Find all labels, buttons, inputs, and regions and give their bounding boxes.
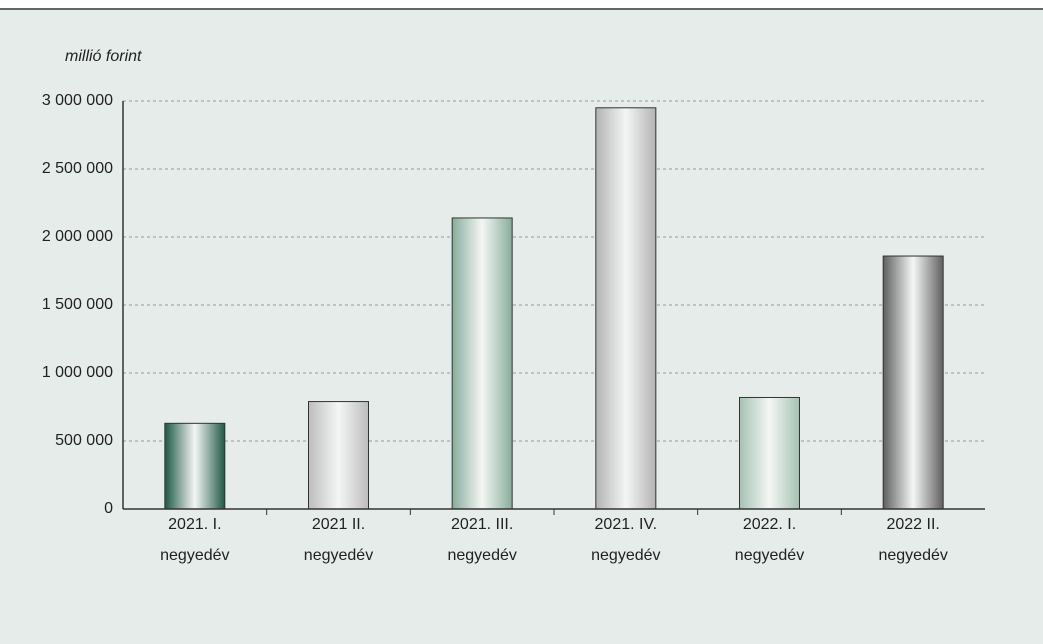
x-tick-label: 2022 II. negyedév <box>878 516 947 564</box>
y-tick-label: 2 000 000 <box>42 228 113 245</box>
y-tick-label: 1 500 000 <box>42 296 113 313</box>
x-tick-label: 2021. IV. negyedév <box>591 516 660 564</box>
y-tick-label: 3 000 000 <box>42 92 113 109</box>
bar <box>308 401 369 510</box>
x-tick-label: 2022. I. negyedév <box>735 516 804 564</box>
bar <box>595 107 657 510</box>
bar <box>164 422 226 510</box>
axis-title: millió forint <box>65 48 142 65</box>
x-tick-label: 2021 II. negyedév <box>304 516 373 564</box>
y-tick-label: 2 500 000 <box>42 160 113 177</box>
bar <box>882 255 944 510</box>
x-tick-label: 2021. I. negyedév <box>160 516 229 564</box>
y-tick-label: 1 000 000 <box>42 364 113 381</box>
y-tick-label: 500 000 <box>55 432 113 449</box>
x-tick-label: 2021. III. negyedév <box>447 516 516 564</box>
bar <box>451 217 513 510</box>
bar <box>739 396 800 510</box>
panel <box>0 10 1043 644</box>
y-tick-label: 0 <box>104 500 113 517</box>
